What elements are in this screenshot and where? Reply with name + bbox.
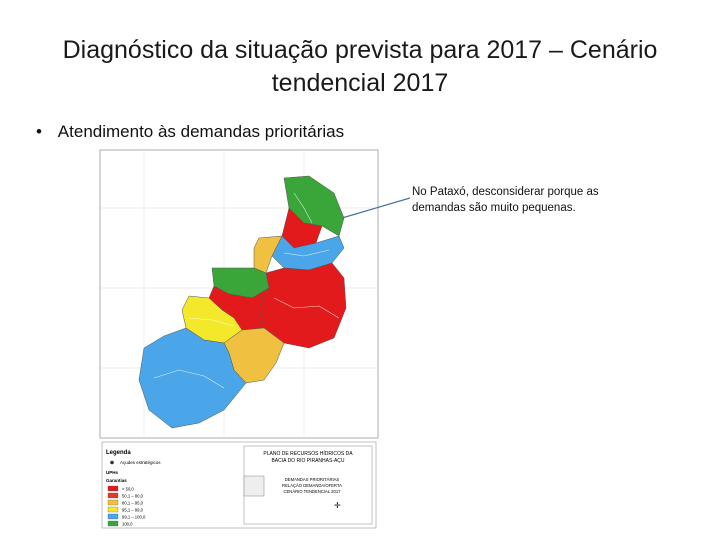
river-network — [153, 192, 340, 389]
legend-swatch — [107, 499, 119, 506]
slide-title-line-1: Diagnóstico da situação prevista para 20… — [62, 36, 658, 64]
logo-icon — [243, 475, 265, 497]
legend-swatch-label: 95,1 – 99,0 — [122, 507, 144, 512]
legend-upn-label: UPHs — [106, 470, 119, 475]
legend-classes-title: Garantias — [106, 478, 127, 483]
legend-point-label: Açudes estratégicos — [120, 460, 161, 465]
plan-title-line-2: BACIA DO RIO PIRANHAS-AÇU — [271, 458, 344, 464]
slide-title-line-2: tendencial 2017 — [271, 69, 449, 97]
legend-title: Legenda — [106, 450, 131, 456]
slide-title: Diagnóstico da situação prevista para 20… — [30, 34, 690, 100]
point-symbol-icon — [110, 460, 114, 465]
legend-swatch-label: < 50,0 — [122, 486, 134, 491]
bullet-text: Atendimento às demandas prioritárias — [57, 122, 345, 141]
subtitle-line-2: RELAÇÃO DEMANDA/OFERTA — [282, 483, 342, 488]
legend-swatch-label: 50,1 – 80,0 — [122, 493, 144, 498]
subtitle-line-1: DEMANDAS PRIORITÁRIAS — [285, 477, 340, 482]
map-figure: Legenda Açudes estratégicos UPHs Garanti… — [94, 148, 384, 530]
bullet-item: • Atendimento às demandas prioritárias — [36, 122, 344, 142]
basin-map: Legenda Açudes estratégicos UPHs Garanti… — [99, 149, 379, 529]
legend-swatch-label: 80,1 – 95,0 — [122, 500, 144, 505]
legend-swatch-label: 99,1 – 100,0 — [122, 514, 146, 519]
region-blue-south — [138, 327, 247, 429]
legend-swatch — [107, 513, 119, 520]
bullet-dot-icon: • — [36, 122, 42, 141]
north-arrow-icon: ✛ — [334, 501, 341, 510]
legend-classes: < 50,0 50,1 – 80,0 80,1 – 95,0 95,1 – 99,0 9… — [107, 485, 146, 527]
legend-swatch — [107, 520, 119, 527]
plan-title-line-1: PLANO DE RECURSOS HÍDRICOS DA — [263, 450, 353, 457]
legend-swatch-label: 100,0 — [122, 521, 133, 526]
subtitle-line-3: CENÁRIO TENDENCIAL 2017 — [283, 489, 341, 494]
legend-swatch — [107, 492, 119, 499]
legend-swatch — [107, 506, 119, 513]
legend-swatch — [107, 485, 119, 492]
map-title-block — [243, 445, 373, 525]
annotation-note: No Pataxó, desconsiderar porque as deman… — [412, 186, 599, 214]
region-blue-north — [271, 235, 345, 271]
